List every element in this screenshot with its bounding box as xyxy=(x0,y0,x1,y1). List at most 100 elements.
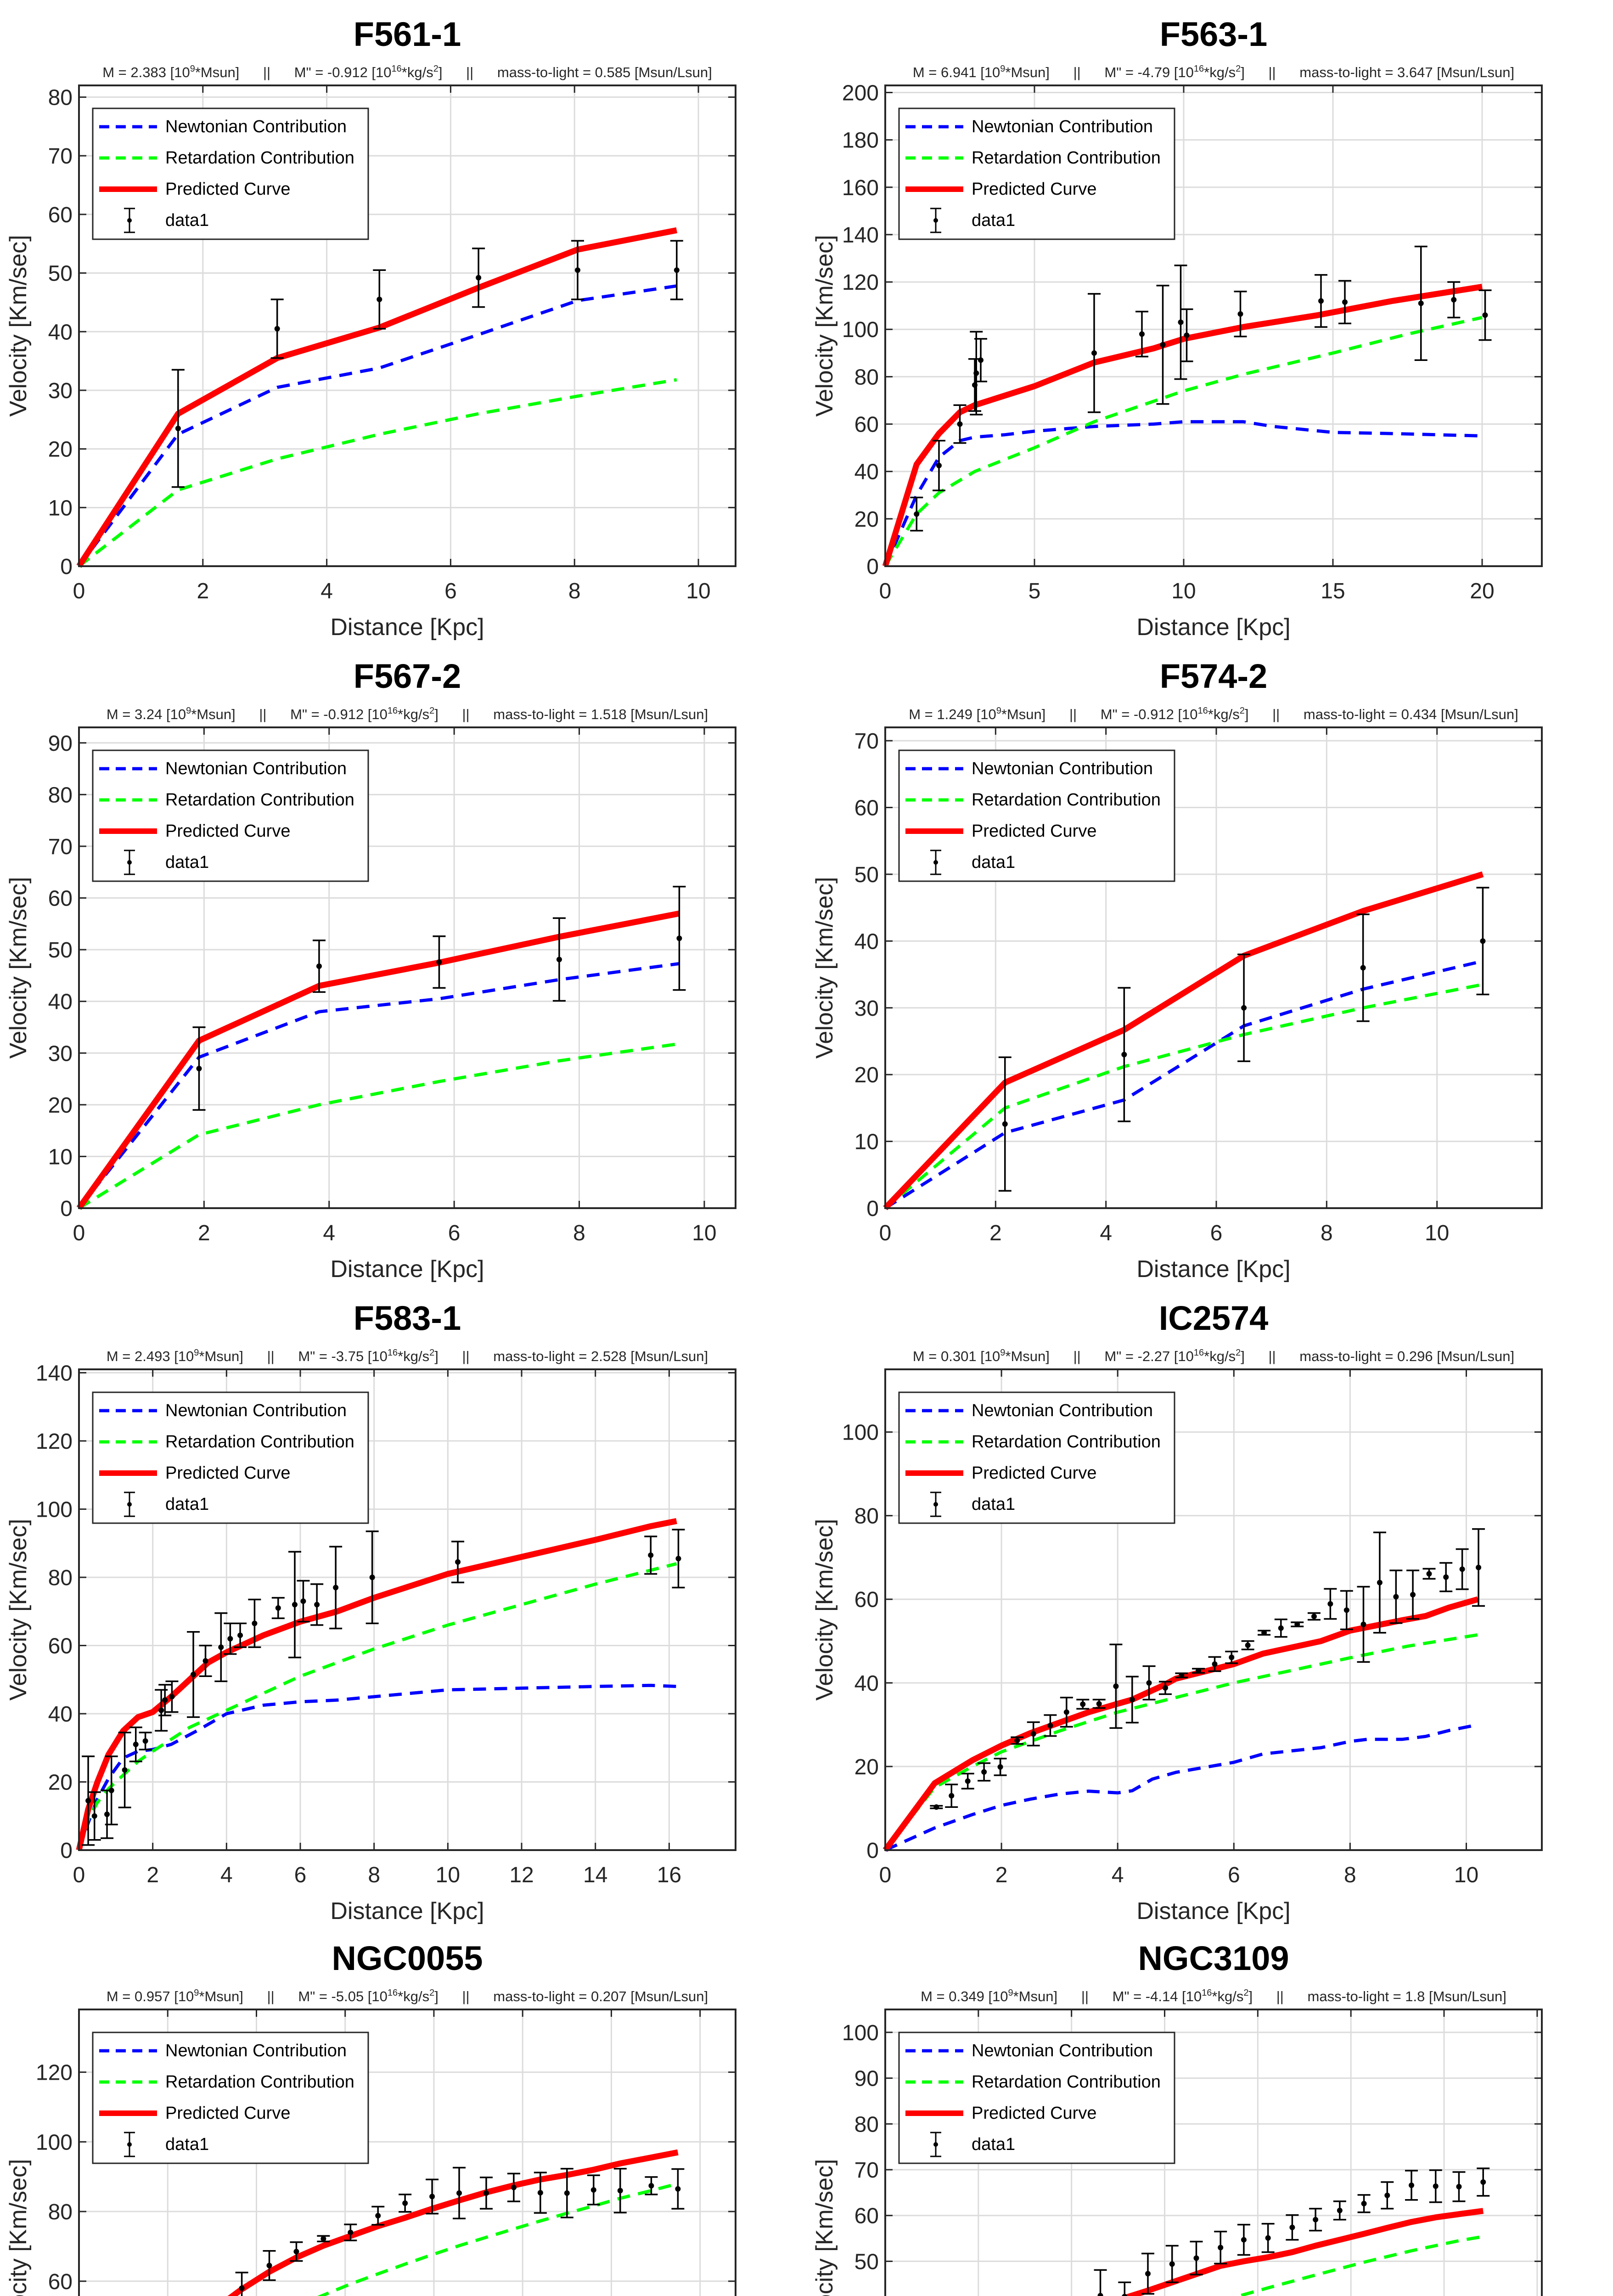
data-point xyxy=(1291,1621,1304,1627)
data-point xyxy=(1340,1590,1353,1631)
data-point xyxy=(1356,913,1370,1022)
data-marker xyxy=(85,1798,91,1804)
y-axis-label: Velocity [Km/sec] xyxy=(811,877,838,1059)
x-tick-label: 20 xyxy=(1470,579,1494,603)
y-axis-label: Velocity [Km/sec] xyxy=(811,2159,838,2296)
data-point xyxy=(118,1732,131,1808)
data-point xyxy=(1476,887,1489,996)
data-point xyxy=(1456,1548,1469,1590)
data-point xyxy=(953,404,967,444)
data-point xyxy=(1174,264,1187,380)
data-point xyxy=(1094,2269,1107,2296)
legend-label: Retardation Contribution xyxy=(165,1432,354,1452)
y-tick-label: 60 xyxy=(854,796,879,821)
legend-label: Retardation Contribution xyxy=(972,2072,1161,2092)
y-tick-label: 30 xyxy=(48,379,73,403)
data-point xyxy=(1357,2194,1371,2213)
y-tick-label: 80 xyxy=(48,1566,73,1590)
data-point xyxy=(1237,953,1251,1062)
data-marker xyxy=(1313,2217,1319,2223)
data-marker xyxy=(1294,1621,1300,1627)
legend-box xyxy=(92,2032,369,2164)
data-point xyxy=(1258,1630,1271,1636)
y-tick-label: 120 xyxy=(842,270,879,295)
data-marker xyxy=(1289,2224,1295,2230)
legend-item-predicted-curve: Predicted Curve xyxy=(99,2104,290,2123)
legend-box xyxy=(898,749,1175,882)
data-marker xyxy=(162,1697,168,1703)
legend-label: Predicted Curve xyxy=(972,180,1096,199)
legend-label: data1 xyxy=(165,211,209,230)
data-marker xyxy=(293,2249,299,2255)
data-marker xyxy=(1241,1005,1247,1011)
chart-panel-f583-1: F583-1 M = 2.493 [109*Msun] || M" = -3.75… xyxy=(0,1284,806,1925)
y-tick-label: 140 xyxy=(36,1361,73,1385)
data-point xyxy=(961,1773,974,1790)
data-point xyxy=(139,1732,152,1750)
series-retardation-contribution xyxy=(884,1633,1478,1851)
data-marker xyxy=(1361,2200,1367,2206)
chart-title: F574-2 xyxy=(1160,657,1267,695)
legend-label: Retardation Contribution xyxy=(972,790,1161,810)
y-tick-label: 80 xyxy=(854,1504,879,1529)
data-marker xyxy=(1426,1571,1432,1577)
data-point xyxy=(978,1762,991,1782)
chart-svg: F574-2 M = 1.249 [109*Msun] || M" = -0.91… xyxy=(811,657,1543,1283)
legend-item-retardation-contribution: Retardation Contribution xyxy=(905,2072,1161,2092)
y-tick-label: 60 xyxy=(48,203,73,227)
data-marker xyxy=(237,1632,243,1638)
legend-item-retardation-contribution: Retardation Contribution xyxy=(99,2072,354,2092)
data-marker xyxy=(1178,319,1184,325)
data-point xyxy=(1261,2223,1275,2253)
data-point xyxy=(129,1726,142,1762)
data-point xyxy=(1357,1586,1370,1663)
chart-panel-ic2574: IC2574 M = 0.301 [109*Msun] || M" = -2.27… xyxy=(806,1284,1613,1925)
data1-errorbars xyxy=(910,245,1492,532)
data1-errorbars xyxy=(1094,2167,1490,2296)
legend-item-retardation-contribution: Retardation Contribution xyxy=(905,790,1161,810)
data-marker xyxy=(997,1764,1003,1770)
data-point xyxy=(1192,1668,1205,1674)
y-tick-label: 120 xyxy=(36,2061,73,2085)
y-axis-label: Velocity [Km/sec] xyxy=(5,235,32,417)
data-point xyxy=(672,1529,685,1588)
data-marker xyxy=(104,1812,110,1818)
data-marker xyxy=(1229,1654,1235,1660)
legend: Newtonian Contribution Retardation Contri… xyxy=(898,749,1175,882)
data-point xyxy=(645,2176,658,2195)
data-point xyxy=(994,1757,1007,1776)
data-point xyxy=(105,1756,118,1826)
data-point xyxy=(271,1597,285,1619)
legend-box xyxy=(92,107,369,240)
data-point xyxy=(673,885,686,991)
data-point xyxy=(1118,987,1131,1122)
chart-panel-f574-2: F574-2 M = 1.249 [109*Msun] || M" = -0.91… xyxy=(806,642,1613,1283)
data-point xyxy=(1405,2170,1418,2201)
data-marker xyxy=(978,357,984,363)
chart-subtitle: M = 3.24 [109*Msun] || M" = -0.912 [1016… xyxy=(107,706,708,722)
x-tick-label: 4 xyxy=(220,1863,233,1887)
data-marker xyxy=(1047,1722,1053,1728)
data-point xyxy=(1274,1618,1287,1638)
series-newtonian-contribution xyxy=(884,959,1484,1210)
x-axis-label: Distance [Kpc] xyxy=(330,1256,484,1283)
x-tick-label: 6 xyxy=(294,1863,307,1887)
data-point xyxy=(1406,1570,1420,1620)
data1-errorbars xyxy=(192,885,686,1111)
legend-box xyxy=(898,2032,1175,2164)
data-point xyxy=(1125,1676,1139,1724)
x-tick-label: 8 xyxy=(1321,1221,1333,1245)
x-axis-label: Distance [Kpc] xyxy=(1136,614,1290,641)
data-marker xyxy=(239,2285,245,2291)
data-point xyxy=(187,1631,200,1718)
y-tick-label: 60 xyxy=(854,1588,879,1612)
y-tick-label: 40 xyxy=(48,990,73,1014)
y-tick-label: 100 xyxy=(36,2130,73,2155)
x-tick-label: 0 xyxy=(73,579,85,603)
data-marker xyxy=(590,2187,596,2193)
y-tick-label: 10 xyxy=(48,1145,73,1169)
series-retardation-contribution xyxy=(884,315,1483,567)
data-marker xyxy=(936,462,942,468)
chart-subtitle: M = 1.249 [109*Msun] || M" = -0.912 [101… xyxy=(909,706,1518,722)
chart-title: F561-1 xyxy=(354,15,461,53)
